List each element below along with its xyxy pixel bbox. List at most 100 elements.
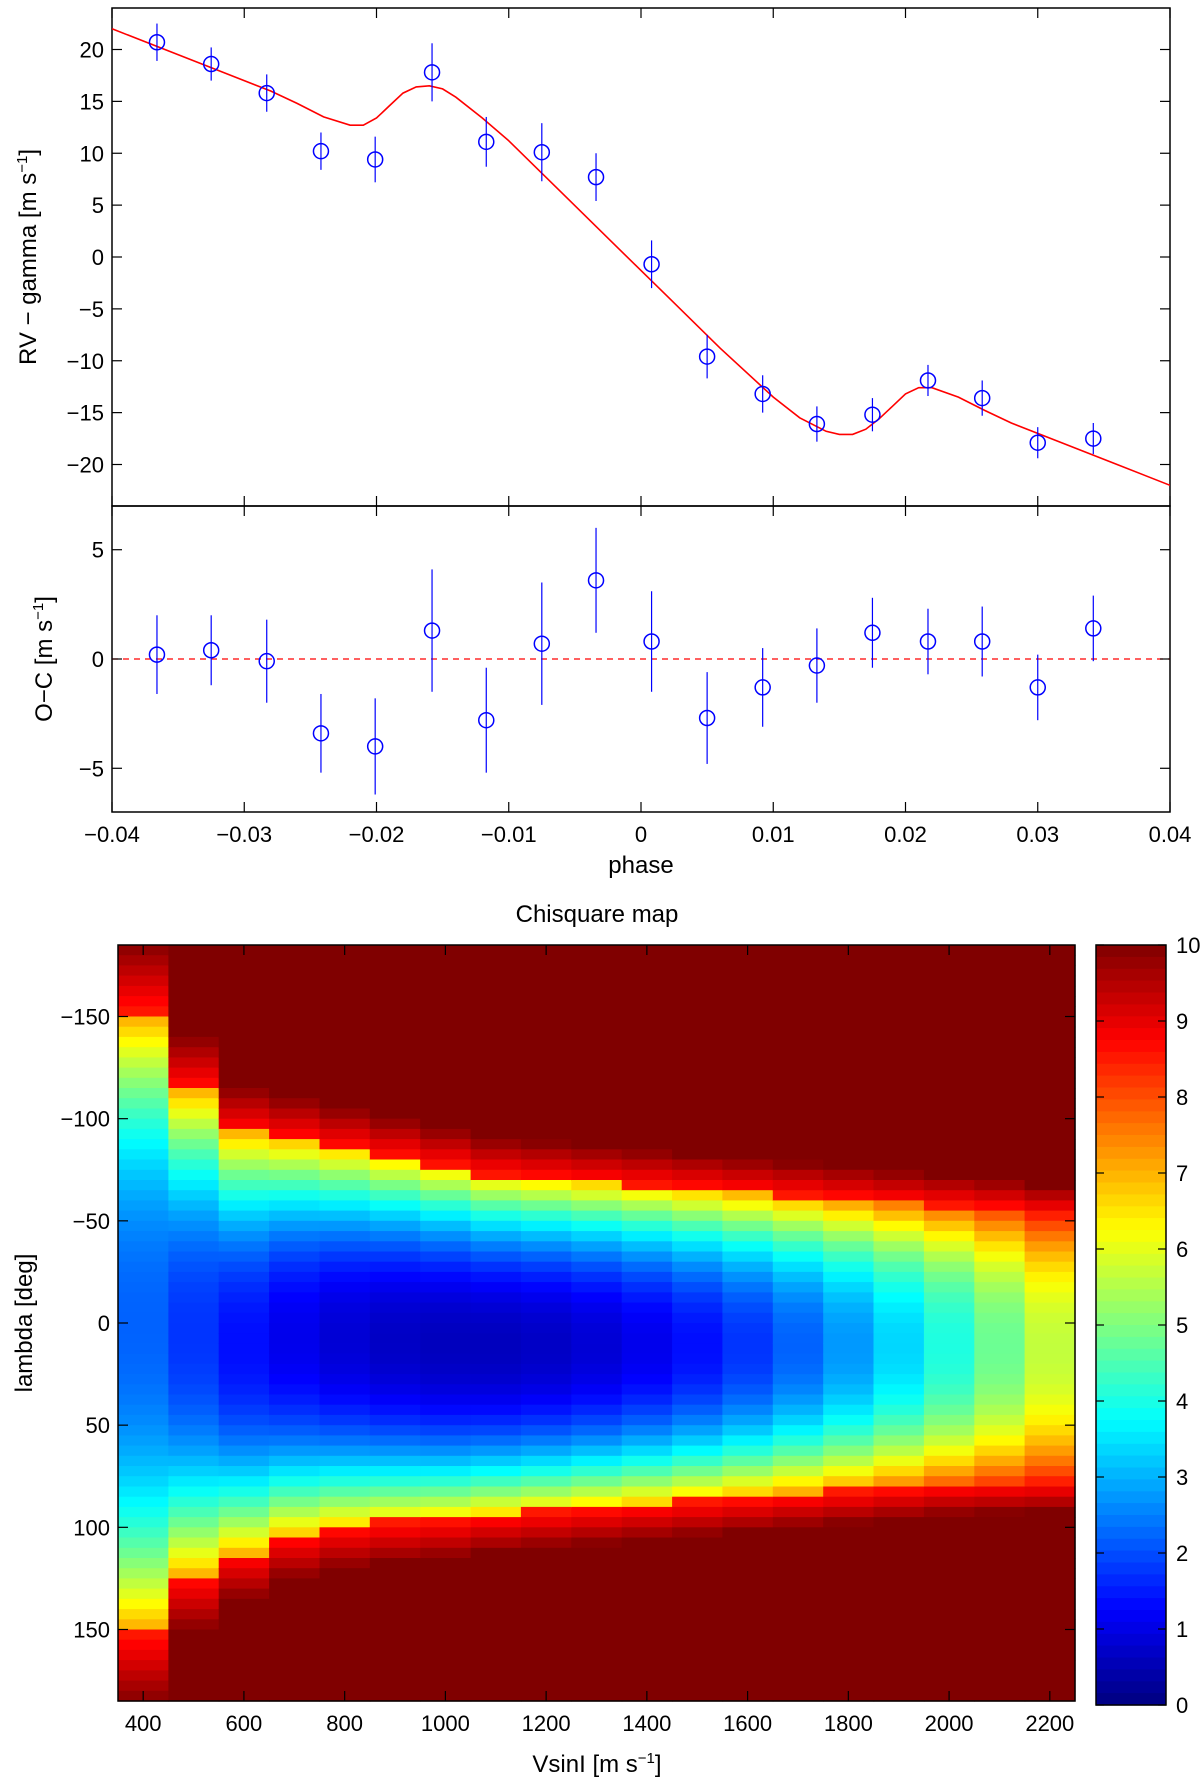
colorbar-segment [1096,1004,1166,1017]
heatmap-cell [168,1660,220,1671]
heatmap-cell [520,1006,572,1018]
colorbar-segment [1096,1277,1166,1290]
colorbar-segment [1096,1372,1166,1385]
heatmap-cell [369,1139,421,1150]
oc-point [423,569,441,692]
heatmap-cell [672,1486,724,1498]
heatmap-cell [319,1128,371,1140]
heatmap-cell [520,955,572,966]
oc-x-tick-label: 0 [635,822,647,847]
heatmap-cell [168,1057,220,1069]
heatmap-cell [722,1128,774,1140]
heatmap-cell [269,1180,321,1191]
heatmap-cell [269,1537,321,1549]
heatmap-cell [420,1169,472,1181]
heatmap-cell [571,1578,623,1590]
heatmap-cell [621,1067,673,1079]
heatmap-cell [571,1231,623,1242]
heatmap-cell [118,1159,169,1171]
oc-point [258,619,275,703]
heatmap-cell [772,1180,824,1191]
heatmap-cell [571,945,623,956]
heatmap-cell [823,1302,875,1314]
hm-y-tick-label: 50 [86,1413,110,1438]
hm-x-tick-label: 1600 [723,1711,772,1736]
heatmap-cell [369,1609,421,1620]
heatmap-cell [420,1517,472,1528]
heatmap-cell [974,1568,1026,1579]
heatmap-cell [823,1486,875,1498]
heatmap-cell [974,1261,1026,1273]
oc-point [754,648,771,727]
heatmap-cell [520,1414,572,1426]
heatmap-cell [823,965,875,977]
heatmap-cell [621,1374,673,1385]
heatmap-cell [420,965,472,977]
heatmap-cell [571,1047,623,1058]
heatmap-cell [319,1026,371,1038]
heatmap-cell [520,1435,572,1447]
heatmap-cell [772,1588,824,1600]
heatmap-cell [772,1670,824,1682]
heatmap-cell [672,1558,724,1569]
heatmap-cell [923,1241,975,1253]
heatmap-cell [621,1547,673,1559]
heatmap-cell [571,1088,623,1099]
oc-point [973,606,991,677]
heatmap-cell [168,1537,220,1549]
residual-x-axis-label: phase [608,852,673,879]
heatmap-cell [269,1394,321,1406]
rv-point [808,406,826,442]
heatmap-cell [168,996,220,1007]
heatmap-cell [470,1598,522,1610]
rv-point [754,375,771,413]
heatmap-cell [369,1036,421,1048]
heatmap-cell [1024,1180,1076,1191]
heatmap-cell [470,1271,522,1283]
heatmap-cell [118,1609,169,1620]
heatmap-cell [118,1302,169,1314]
heatmap-cell [319,1210,371,1222]
heatmap-cell [269,955,321,966]
heatmap-cell [369,1649,421,1661]
heatmap-cell [923,1476,975,1487]
heatmap-cell [823,1435,875,1447]
heatmap-cell [218,1180,270,1191]
heatmap-cell [118,1271,169,1283]
heatmap-cell [319,1108,371,1120]
heatmap-cell [571,1374,623,1385]
heatmap-cell [873,1128,925,1140]
heatmap-cell [1024,1077,1076,1089]
heatmap-cell [571,1180,623,1191]
heatmap-cell [772,1568,824,1579]
heatmap-cell [269,1118,321,1130]
heatmap-cell [621,1578,673,1590]
heatmap-cell [168,1547,220,1559]
heatmap-cell [520,1323,572,1334]
oc-x-tick-label: 0.04 [1149,822,1192,847]
heatmap-cell [772,1118,824,1130]
oc-x-tick-label: −0.01 [481,822,537,847]
heatmap-cell [672,1609,724,1620]
heatmap-cell [772,1128,824,1140]
colorbar-segment [1096,1669,1166,1682]
heatmap-cell [319,1476,371,1487]
heatmap-cell [873,1333,925,1344]
heatmap-cell [823,1639,875,1651]
heatmap-cell [672,1537,724,1549]
heatmap-cell [218,996,270,1007]
heatmap-cell [974,1466,1026,1477]
heatmap-cell [168,1036,220,1048]
heatmap-cell [470,955,522,966]
heatmap-cell [520,1527,572,1539]
heatmap-cell [923,1609,975,1620]
heatmap-cell [420,1302,472,1314]
heatmap-cell [470,1353,522,1365]
heatmap-cell [974,1609,1026,1620]
heatmap-cell [319,965,371,977]
heatmap-cell [823,1067,875,1079]
heatmap-cell [420,1271,472,1283]
heatmap-cell [369,965,421,977]
heatmap-cell [168,1169,220,1181]
heatmap-cell [923,1506,975,1518]
